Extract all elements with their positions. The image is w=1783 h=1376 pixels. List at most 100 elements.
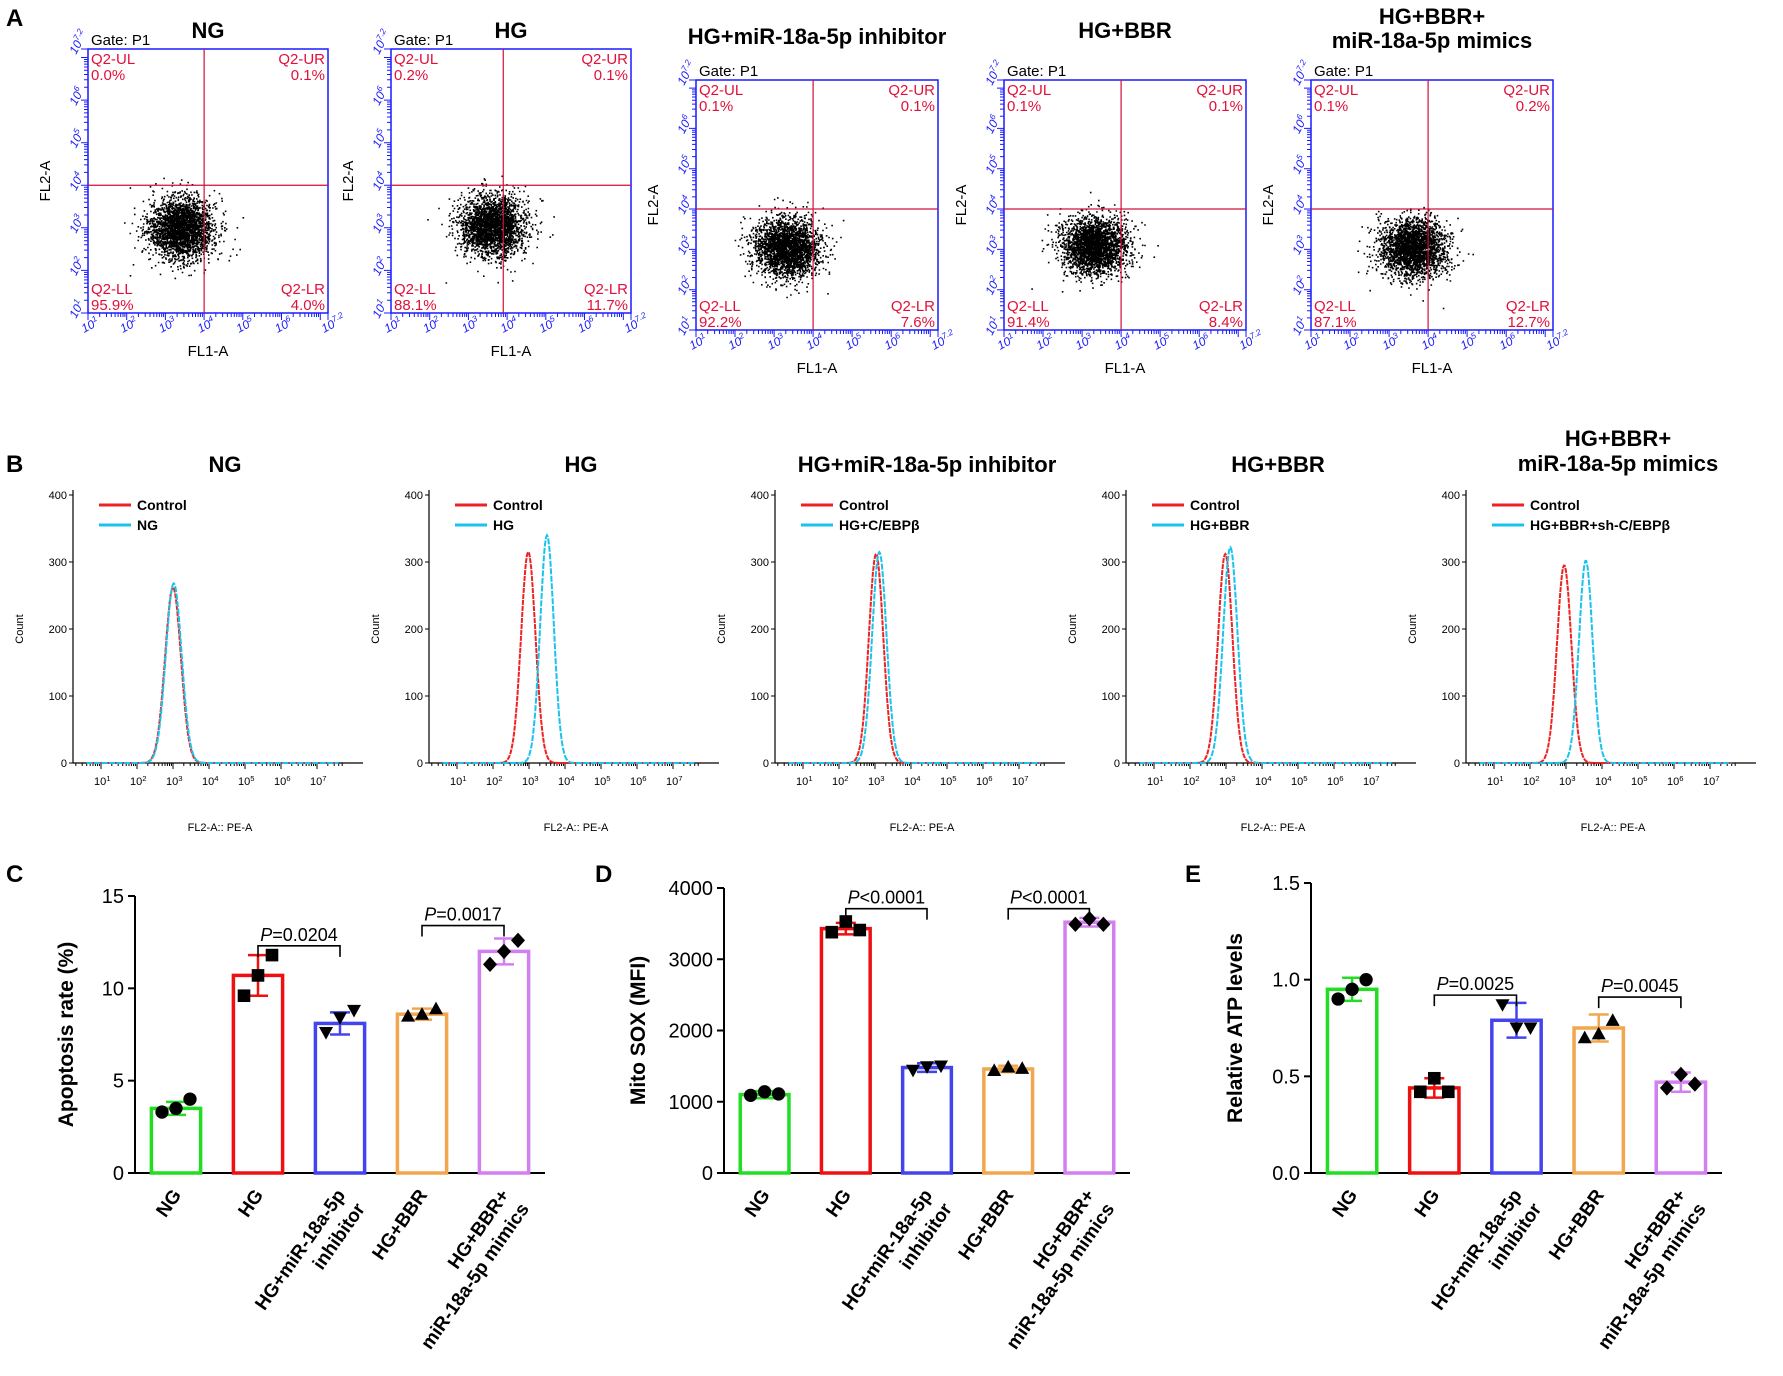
quadrant-ul-value: 0.1%	[1314, 98, 1348, 115]
x-tick-label: 101	[1301, 330, 1324, 353]
x-ticks	[431, 763, 699, 769]
y-tick-label: 0.5	[1272, 1066, 1300, 1088]
x-tick-label: 104	[194, 313, 218, 336]
quadrant-ll-value: 88.1%	[394, 297, 437, 314]
data-point	[1687, 1076, 1702, 1092]
y-tick-label: 103	[65, 212, 88, 236]
data-point	[1495, 999, 1510, 1012]
comparison-bracket	[257, 945, 341, 957]
quadrant-ll-name: Q2-LL	[394, 281, 436, 298]
data-point	[743, 1088, 758, 1102]
x-tick-label: 104	[558, 774, 575, 789]
scatter-dots	[1031, 191, 1159, 293]
data-point	[169, 1101, 183, 1116]
histogram-curve-sample	[1139, 545, 1392, 764]
data-point	[333, 1012, 347, 1025]
quadrant-lr-name: Q2-LR	[281, 281, 325, 298]
y-tick-label: 103	[1288, 233, 1311, 257]
quadrant-lr-name: Q2-LR	[1199, 298, 1243, 315]
x-tick-label: 107.2	[621, 310, 651, 336]
histogram-curve-control	[1139, 552, 1392, 764]
bar	[149, 1106, 203, 1175]
dot-plot-title: NG	[192, 18, 225, 43]
y-tick-label: 0.0	[1272, 1163, 1300, 1185]
quadrant-ul-name: Q2-UL	[91, 51, 135, 68]
y-tick-label: 107.2	[368, 27, 394, 57]
y-tick-label: 200	[49, 624, 67, 636]
comparison-bracket	[845, 907, 928, 920]
x-tick-label: 107.2	[1236, 327, 1266, 353]
y-tick-label: 100	[405, 691, 423, 703]
y-tick-label: 101	[65, 297, 88, 320]
bar	[1654, 1080, 1708, 1175]
y-tick-label: 101	[1288, 314, 1311, 337]
panel-e-atp-chart: 0.0 0.5 1.0 1.5 Relative ATP levels NG HGHG+mi…	[1224, 873, 1722, 1354]
gate-label: Gate: P1	[91, 32, 150, 49]
dot-plot-title: HG+miR-18a-5p inhibitor	[688, 24, 947, 49]
y-axis-label: Count	[370, 614, 382, 643]
x-axis-label: FL1-A	[1105, 360, 1146, 377]
x-tick-label: 107.2	[1543, 327, 1573, 353]
quadrant-ll-value: 92.2%	[699, 314, 742, 331]
data-point	[934, 1060, 948, 1074]
x-tick-label: 101	[686, 330, 709, 353]
y-tick-label: 200	[1102, 624, 1120, 636]
x-tick-label: 102	[1183, 774, 1200, 789]
scatter-dots	[427, 175, 555, 284]
x-tick-label: 103	[1379, 330, 1403, 353]
quadrant-ur-value: 0.1%	[1209, 98, 1243, 115]
comparison-p-value: P=0.0025	[1437, 974, 1515, 994]
x-tick-label: 104	[202, 774, 219, 789]
x-ticks	[1128, 763, 1396, 769]
data-point	[1345, 982, 1359, 996]
comparison-p-value: P<0.0001	[1010, 888, 1088, 908]
comparison-p-value: P=0.0017	[424, 905, 502, 925]
legend-label: HG+BBR+sh-C/EBPβ	[1530, 517, 1670, 533]
x-tick-label: 103	[458, 313, 482, 336]
x-tick-label: 105	[1631, 774, 1648, 789]
quadrant-lr-name: Q2-LR	[584, 281, 628, 298]
x-tick-label: 101	[994, 330, 1017, 353]
data-point	[1001, 1059, 1016, 1073]
y-tick-label: 0	[702, 1163, 713, 1185]
x-axis-label: FL1-A	[797, 360, 838, 377]
y-tick-label: 10	[102, 978, 124, 1000]
x-tick-label: 102	[1033, 330, 1057, 353]
x-tick-label: 106	[881, 330, 905, 353]
legend-label: HG+BBR	[1190, 517, 1250, 533]
y-tick-label: 200	[405, 624, 423, 636]
data-point	[1605, 1013, 1620, 1026]
x-tick-label: 101	[1147, 774, 1164, 789]
y-tick-label: 102	[368, 254, 391, 278]
axis-ticks	[81, 48, 329, 320]
comparison-p-value: P=0.0045	[1601, 976, 1679, 996]
y-tick-label: 102	[1288, 273, 1311, 297]
bar	[738, 1092, 791, 1175]
x-tick-label: 105	[238, 774, 255, 789]
x-tick-label: 106	[630, 774, 647, 789]
y-tick-label: 104	[368, 169, 391, 193]
quadrant-ul-name: Q2-UL	[1007, 82, 1051, 99]
x-category-label: NG	[1329, 1186, 1363, 1221]
y-tick-label: 107.2	[673, 58, 699, 88]
comparison-p-value: P<0.0001	[848, 888, 926, 908]
y-tick-label: 0	[763, 758, 769, 770]
x-category-label: HG+miR-18a-5pinhibitor	[251, 1185, 370, 1328]
quadrant-ll-value: 95.9%	[91, 297, 134, 314]
y-tick-label: 1.5	[1272, 873, 1300, 895]
y-tick-label: 400	[1102, 490, 1120, 502]
quadrant-ll-value: 87.1%	[1314, 314, 1357, 331]
quadrant-lr-name: Q2-LR	[1506, 298, 1550, 315]
comparison-bracket	[1433, 994, 1518, 1007]
x-tick-label: 104	[497, 313, 521, 336]
x-category-label: HG	[1411, 1186, 1445, 1221]
y-tick-label: 0	[113, 1163, 124, 1185]
quadrant-lr-name: Q2-LR	[891, 298, 935, 315]
plot-frame	[87, 48, 329, 314]
y-tick-label: 300	[405, 557, 423, 569]
x-category-label: HG	[235, 1186, 269, 1221]
data-point	[251, 969, 265, 982]
x-tick-label: 104	[803, 330, 827, 353]
